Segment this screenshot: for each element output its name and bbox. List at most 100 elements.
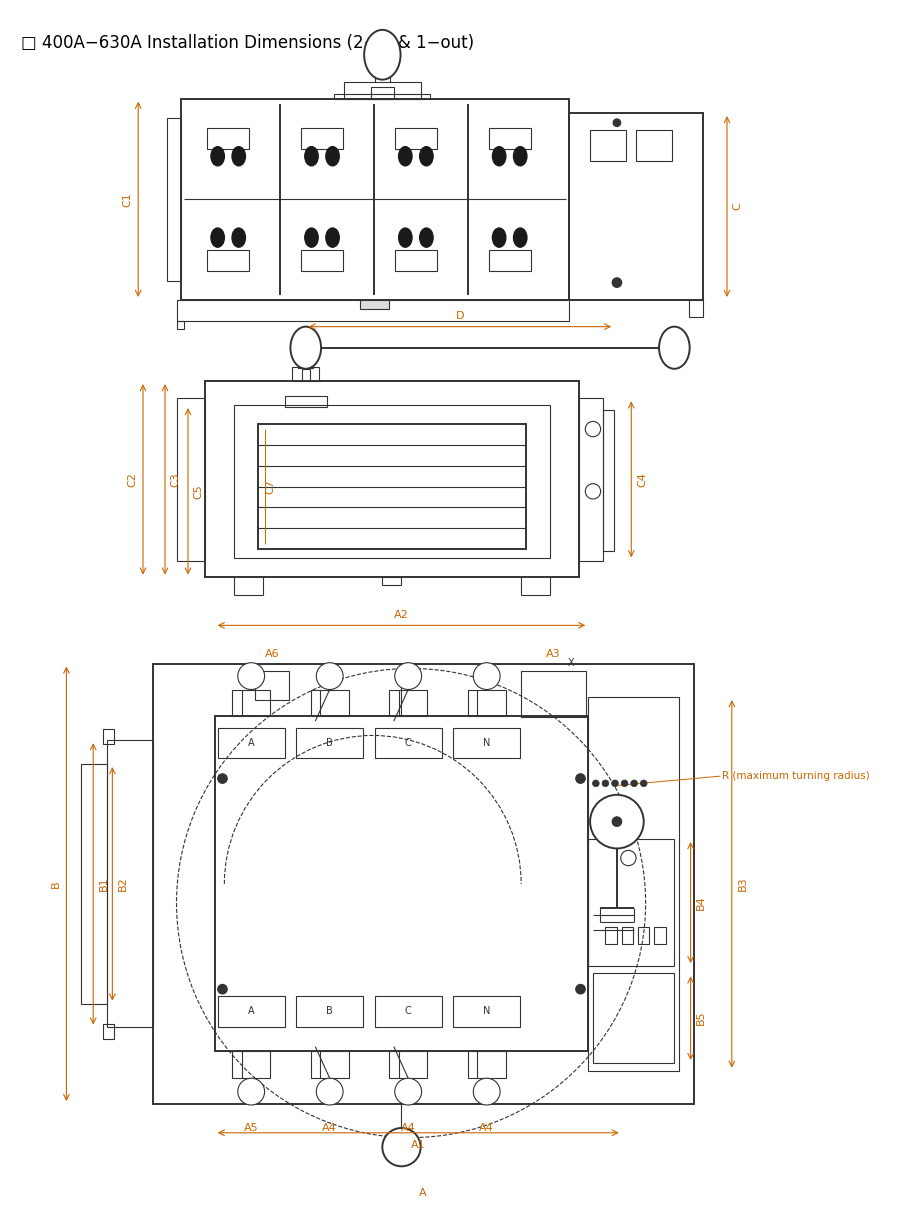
Bar	[255, 671, 290, 700]
Text: C7: C7	[266, 479, 275, 494]
Bar	[638, 927, 650, 944]
Bar	[301, 250, 343, 272]
Ellipse shape	[399, 228, 412, 247]
Bar	[176, 321, 184, 328]
Circle shape	[585, 421, 600, 437]
Bar	[176, 398, 205, 561]
Bar	[258, 425, 526, 549]
Bar	[371, 87, 394, 99]
Circle shape	[395, 663, 421, 689]
Ellipse shape	[514, 147, 526, 165]
Circle shape	[612, 780, 618, 787]
Text: B: B	[50, 880, 60, 887]
Text: A4: A4	[322, 1124, 338, 1133]
Circle shape	[612, 817, 622, 827]
Text: C4: C4	[637, 472, 647, 486]
Text: R (maximum turning radius): R (maximum turning radius)	[722, 771, 870, 781]
Ellipse shape	[326, 228, 339, 247]
Bar	[374, 728, 442, 758]
Circle shape	[238, 663, 265, 689]
Bar	[374, 996, 442, 1026]
Circle shape	[621, 851, 636, 865]
Bar	[296, 728, 364, 758]
Ellipse shape	[305, 228, 319, 247]
Bar	[234, 406, 550, 559]
Ellipse shape	[492, 228, 506, 247]
Circle shape	[590, 795, 643, 849]
Circle shape	[613, 119, 621, 127]
Text: B: B	[327, 739, 333, 748]
Bar	[205, 381, 579, 577]
Ellipse shape	[232, 228, 246, 247]
Bar	[207, 128, 249, 148]
Bar	[454, 996, 520, 1026]
Bar	[489, 250, 531, 272]
Circle shape	[602, 780, 608, 787]
Bar	[232, 1051, 270, 1078]
Text: B5: B5	[697, 1011, 706, 1026]
Text: C: C	[733, 203, 742, 210]
Circle shape	[631, 780, 637, 787]
Text: A: A	[419, 1189, 427, 1199]
Bar	[589, 698, 680, 1071]
Text: N: N	[483, 739, 490, 748]
Text: X: X	[568, 659, 574, 669]
Text: A5: A5	[244, 1124, 258, 1133]
Text: A1: A1	[411, 1141, 426, 1150]
Ellipse shape	[492, 147, 506, 165]
Bar	[232, 689, 270, 716]
Circle shape	[316, 663, 343, 689]
Bar	[103, 1024, 114, 1039]
Bar	[688, 299, 703, 317]
Bar	[103, 729, 114, 744]
Ellipse shape	[399, 147, 412, 165]
Ellipse shape	[291, 327, 321, 369]
Ellipse shape	[514, 228, 526, 247]
Ellipse shape	[211, 147, 224, 165]
Circle shape	[382, 1129, 420, 1166]
Circle shape	[592, 780, 599, 787]
Ellipse shape	[419, 147, 433, 165]
Text: C2: C2	[127, 472, 137, 486]
Bar	[176, 299, 569, 321]
Bar	[166, 118, 181, 281]
Bar	[569, 113, 703, 299]
Bar	[181, 99, 569, 299]
Text: A2: A2	[394, 610, 409, 619]
Circle shape	[621, 780, 628, 787]
Bar	[468, 689, 506, 716]
Ellipse shape	[232, 147, 246, 165]
Bar	[521, 671, 586, 717]
Text: B4: B4	[697, 896, 706, 910]
Circle shape	[473, 1078, 500, 1106]
Bar	[344, 82, 420, 99]
Bar	[301, 128, 343, 148]
Text: C: C	[405, 739, 411, 748]
Text: C: C	[405, 1007, 411, 1016]
Bar	[468, 1051, 506, 1078]
Bar	[606, 927, 616, 944]
Bar	[489, 128, 531, 148]
Bar	[310, 689, 349, 716]
Text: C5: C5	[194, 484, 203, 498]
Ellipse shape	[326, 147, 339, 165]
Bar	[579, 398, 602, 561]
Text: B2: B2	[118, 876, 128, 891]
Bar	[389, 689, 428, 716]
Circle shape	[218, 774, 227, 783]
Text: C1: C1	[122, 192, 132, 206]
Bar	[389, 1051, 428, 1078]
Text: A: A	[248, 1007, 255, 1016]
Circle shape	[576, 774, 585, 783]
Text: A3: A3	[546, 649, 561, 659]
Bar	[622, 927, 634, 944]
Text: A6: A6	[265, 649, 280, 659]
Bar	[395, 250, 436, 272]
Bar	[298, 360, 313, 368]
Text: D: D	[455, 311, 464, 321]
Bar	[636, 130, 672, 161]
Bar	[382, 577, 401, 585]
Bar	[153, 664, 694, 1104]
Circle shape	[612, 278, 622, 287]
Circle shape	[316, 1078, 343, 1106]
